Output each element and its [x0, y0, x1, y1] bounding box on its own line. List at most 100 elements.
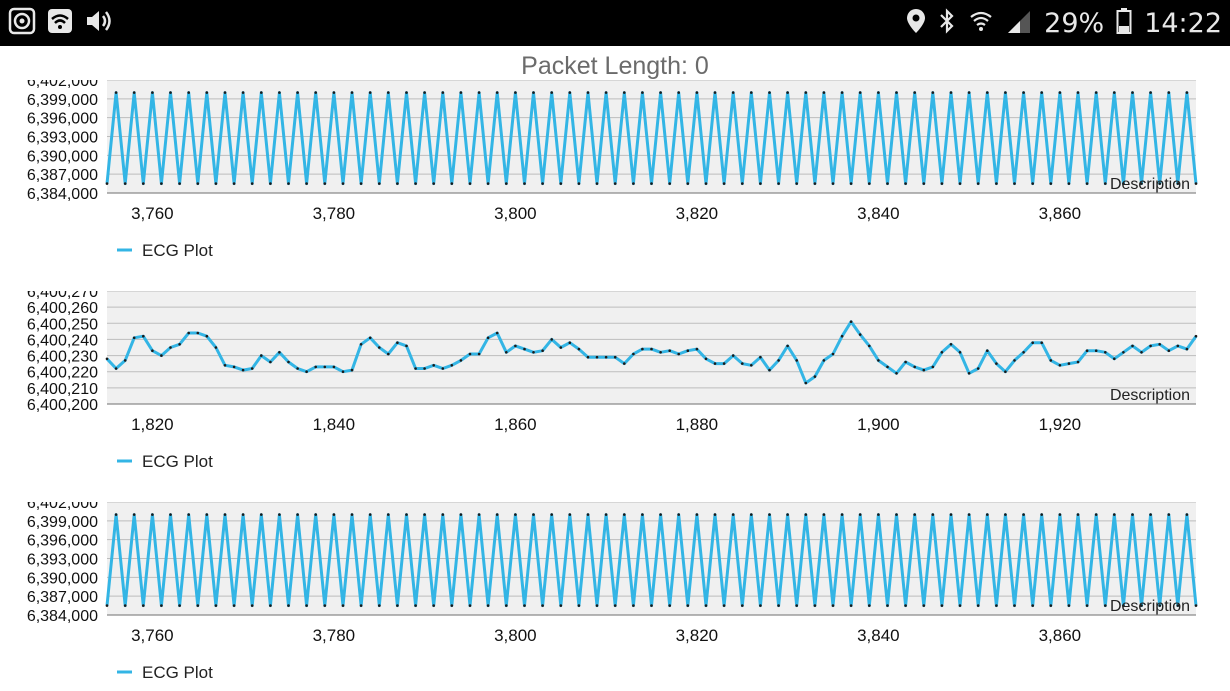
- data-point: [341, 370, 345, 373]
- data-point: [550, 513, 553, 516]
- data-point: [913, 365, 916, 369]
- x-tick-label: 3,860: [1039, 204, 1082, 223]
- data-point: [849, 604, 853, 607]
- chart-description: Description: [1110, 598, 1190, 615]
- data-point: [123, 359, 127, 362]
- data-point: [623, 362, 626, 365]
- data-point: [713, 91, 717, 94]
- legend-label: ECG Plot: [142, 452, 213, 471]
- data-point: [169, 346, 172, 349]
- y-tick-label: 6,387,000: [27, 167, 98, 184]
- data-point: [677, 352, 680, 356]
- data-point: [686, 604, 690, 607]
- data-point: [105, 182, 109, 185]
- x-tick-label: 1,860: [494, 415, 537, 434]
- data-point: [1058, 91, 1062, 94]
- plot-area: [107, 291, 1196, 404]
- data-point: [913, 513, 916, 516]
- data-point: [459, 359, 463, 362]
- data-point: [895, 372, 898, 375]
- data-point: [695, 347, 699, 351]
- data-point: [613, 604, 617, 607]
- data-point: [713, 362, 717, 365]
- data-point: [986, 91, 989, 94]
- data-point: [976, 367, 980, 370]
- ecg-chart-3[interactable]: 6,384,000 6,387,000 6,390,000 6,393,000 6,39…: [0, 502, 1230, 691]
- packet-length-title: Packet Length: 0: [0, 52, 1230, 81]
- data-point: [1167, 513, 1171, 516]
- data-point: [1013, 359, 1016, 362]
- data-point: [232, 604, 236, 607]
- y-tick-label: 6,390,000: [27, 148, 98, 165]
- data-point: [995, 604, 998, 607]
- data-point: [550, 338, 553, 341]
- data-point: [151, 91, 154, 94]
- x-tick-label: 3,760: [131, 626, 174, 645]
- data-point: [750, 513, 753, 516]
- data-point: [967, 91, 971, 94]
- battery-icon: [1116, 7, 1132, 40]
- x-tick-label: 3,840: [857, 204, 900, 223]
- data-point: [314, 91, 318, 94]
- ecg-chart-2[interactable]: 6,400,200 6,400,210 6,400,220 6,400,230 6,40…: [0, 291, 1230, 491]
- y-tick-label: 6,402,000: [27, 80, 98, 90]
- y-tick-label: 6,400,250: [27, 316, 98, 333]
- data-point: [559, 346, 563, 349]
- data-point: [178, 343, 181, 346]
- data-point: [858, 513, 862, 516]
- data-point: [1176, 344, 1180, 348]
- data-point: [840, 513, 844, 516]
- data-point: [831, 182, 835, 185]
- ecg-chart-1[interactable]: 6,384,000 6,387,000 6,390,000 6,393,000 6,39…: [0, 80, 1230, 280]
- y-tick-label: 6,400,230: [27, 349, 98, 366]
- data-point: [505, 604, 508, 607]
- data-point: [1194, 334, 1198, 338]
- data-point: [387, 352, 390, 356]
- data-point: [1022, 513, 1025, 516]
- data-point: [1022, 351, 1025, 354]
- data-point: [169, 91, 172, 94]
- x-tick-label: 3,860: [1039, 626, 1082, 645]
- data-point: [840, 91, 844, 94]
- data-point: [577, 347, 581, 351]
- data-point: [868, 604, 871, 607]
- x-tick-label: 1,840: [313, 415, 356, 434]
- data-point: [704, 182, 708, 185]
- data-point: [886, 365, 889, 369]
- data-point: [641, 91, 644, 94]
- y-tick-label: 6,396,000: [27, 533, 98, 550]
- data-point: [486, 336, 490, 340]
- data-point: [541, 349, 544, 352]
- data-point: [1094, 513, 1098, 516]
- data-point: [741, 362, 744, 365]
- data-point: [405, 344, 408, 348]
- data-point: [468, 604, 472, 607]
- data-point: [160, 354, 163, 357]
- data-point: [296, 367, 299, 370]
- legend-label: ECG Plot: [142, 241, 213, 260]
- data-point: [895, 513, 898, 516]
- data-point: [432, 604, 436, 607]
- data-point: [940, 182, 944, 185]
- y-tick-label: 6,399,000: [27, 92, 98, 109]
- data-point: [495, 331, 499, 335]
- data-point: [269, 182, 272, 185]
- data-point: [595, 182, 599, 185]
- y-tick-label: 6,400,220: [27, 365, 98, 382]
- data-point: [759, 604, 762, 607]
- data-point: [904, 604, 907, 607]
- data-point: [223, 364, 227, 367]
- data-point: [931, 513, 935, 516]
- data-point: [269, 360, 272, 364]
- data-point: [922, 368, 926, 372]
- x-tick-label: 3,840: [857, 626, 900, 645]
- data-point: [1004, 513, 1007, 516]
- data-point: [904, 360, 907, 364]
- data-point: [1085, 349, 1089, 352]
- data-point: [877, 359, 880, 362]
- data-point: [1085, 182, 1089, 185]
- x-tick-label: 3,780: [313, 626, 356, 645]
- data-point: [260, 513, 263, 516]
- data-point: [1149, 91, 1152, 94]
- data-point: [731, 354, 735, 357]
